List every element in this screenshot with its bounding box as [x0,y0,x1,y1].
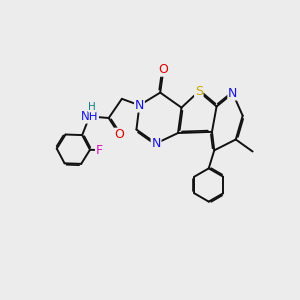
Text: O: O [115,128,124,141]
Text: N: N [135,99,144,112]
Text: F: F [96,144,103,157]
Text: H: H [88,102,96,112]
Text: NH: NH [81,110,98,123]
Text: N: N [228,87,237,100]
Text: N: N [152,137,161,150]
Text: S: S [195,85,203,98]
Text: O: O [158,63,168,76]
